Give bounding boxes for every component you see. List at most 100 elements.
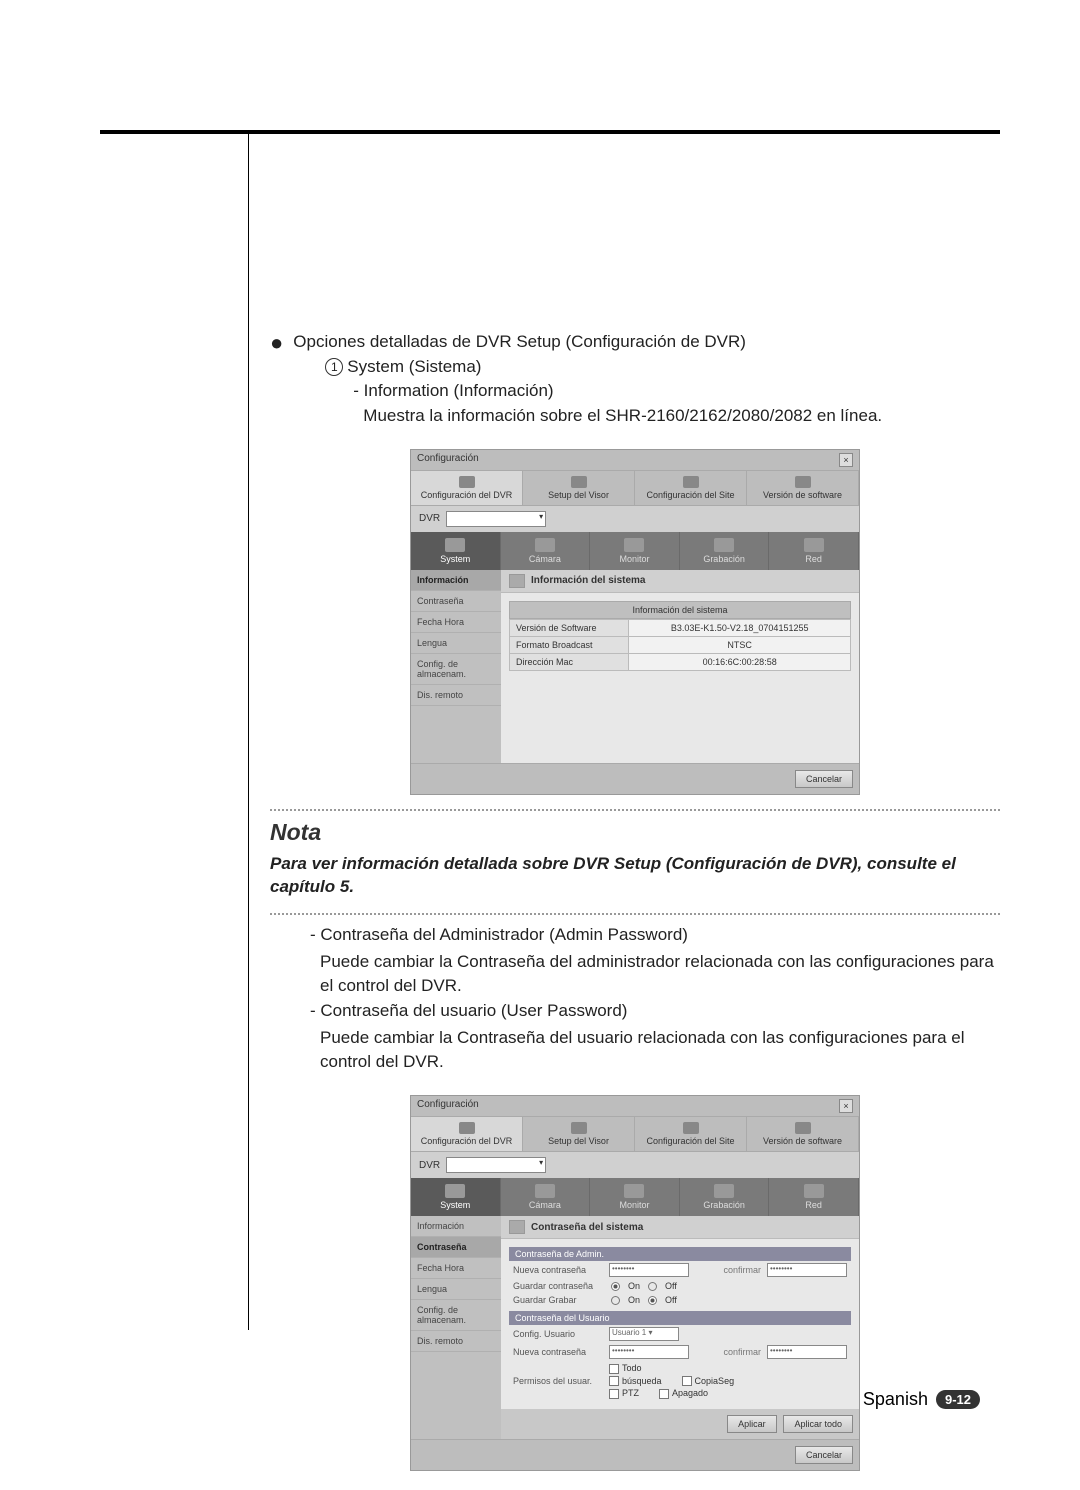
cat-network[interactable]: Red bbox=[769, 532, 859, 570]
apply-all-button[interactable]: Aplicar todo bbox=[783, 1415, 853, 1433]
tab-config-dvr[interactable]: Configuración del DVR bbox=[411, 1117, 523, 1151]
dvr-select-row: DVR bbox=[411, 506, 859, 532]
tab-config-dvr[interactable]: Configuración del DVR bbox=[411, 471, 523, 505]
ss2-tabs: Configuración del DVR Setup del Visor Co… bbox=[411, 1117, 859, 1152]
bullet-icon: ● bbox=[270, 332, 283, 429]
radio-off[interactable] bbox=[648, 1282, 657, 1291]
tab-version[interactable]: Versión de software bbox=[747, 471, 859, 505]
cat-system[interactable]: System bbox=[411, 532, 501, 570]
side-password[interactable]: Contraseña bbox=[411, 591, 501, 612]
tab-icon bbox=[683, 476, 699, 488]
nota-body: Para ver información detallada sobre DVR… bbox=[270, 852, 1000, 900]
checkbox[interactable] bbox=[659, 1389, 669, 1399]
side-remote[interactable]: Dis. remoto bbox=[411, 685, 501, 706]
side-info[interactable]: Información bbox=[411, 570, 501, 591]
admin-section-header: Contraseña de Admin. bbox=[509, 1247, 851, 1261]
screenshot-info: Configuración × Configuración del DVR Se… bbox=[410, 449, 860, 795]
radio-on[interactable] bbox=[611, 1282, 620, 1291]
bullet-main-text: Opciones detalladas de DVR Setup (Config… bbox=[293, 330, 882, 355]
cat-camera[interactable]: Cámara bbox=[501, 532, 591, 570]
side-menu: Información Contraseña Fecha Hora Lengua… bbox=[411, 1216, 501, 1439]
ss1-body: Información Contraseña Fecha Hora Lengua… bbox=[411, 570, 859, 763]
admin-new-pw-input[interactable]: •••••••• bbox=[609, 1263, 689, 1277]
admin-confirm-input[interactable]: •••••••• bbox=[767, 1263, 847, 1277]
dvr-select[interactable] bbox=[446, 1157, 546, 1173]
close-icon[interactable]: × bbox=[839, 453, 853, 467]
side-storage[interactable]: Config. de almacenam. bbox=[411, 1300, 501, 1331]
tab-config-site[interactable]: Configuración del Site bbox=[635, 1117, 747, 1151]
nota-heading: Nota bbox=[270, 819, 1000, 846]
category-bar: System Cámara Monitor Grabación Red bbox=[411, 532, 859, 570]
page-footer: Spanish 9-12 bbox=[863, 1389, 980, 1410]
tab-setup-visor[interactable]: Setup del Visor bbox=[523, 1117, 635, 1151]
side-datetime[interactable]: Fecha Hora bbox=[411, 612, 501, 633]
dvr-label: DVR bbox=[419, 513, 440, 524]
side-menu: Información Contraseña Fecha Hora Lengua… bbox=[411, 570, 501, 763]
cat-monitor[interactable]: Monitor bbox=[590, 1178, 680, 1216]
side-datetime[interactable]: Fecha Hora bbox=[411, 1258, 501, 1279]
cat-network[interactable]: Red bbox=[769, 1178, 859, 1216]
cancel-button[interactable]: Cancelar bbox=[795, 1446, 853, 1464]
tab-icon bbox=[571, 476, 587, 488]
table-row: Dirección Mac00:16:6C:00:28:58 bbox=[510, 653, 851, 670]
info-subheader: Información del sistema bbox=[509, 601, 851, 619]
cat-monitor[interactable]: Monitor bbox=[590, 532, 680, 570]
tab-icon bbox=[795, 1122, 811, 1134]
checkbox[interactable] bbox=[682, 1376, 692, 1386]
cat-system[interactable]: System bbox=[411, 1178, 501, 1216]
dvr-select-row: DVR bbox=[411, 1152, 859, 1178]
password-paragraphs: - Contraseña del Administrador (Admin Pa… bbox=[310, 923, 1000, 1075]
side-remote[interactable]: Dis. remoto bbox=[411, 1331, 501, 1352]
radio-on[interactable] bbox=[611, 1296, 620, 1305]
admin-pw-title: - Contraseña del Administrador (Admin Pa… bbox=[310, 923, 1000, 948]
side-storage[interactable]: Config. de almacenam. bbox=[411, 654, 501, 685]
panel-info-body: Información del sistema Versión de Softw… bbox=[501, 593, 859, 763]
admin-new-pw-row: Nueva contraseña •••••••• confirmar ••••… bbox=[509, 1261, 851, 1279]
network-icon bbox=[804, 538, 824, 552]
apply-button[interactable]: Aplicar bbox=[727, 1415, 777, 1433]
user-section-header: Contraseña del Usuario bbox=[509, 1311, 851, 1325]
monitor-icon bbox=[624, 538, 644, 552]
ss1-main: Información del sistema Información del … bbox=[501, 570, 859, 763]
ss2-body: Información Contraseña Fecha Hora Lengua… bbox=[411, 1216, 859, 1439]
dvr-label: DVR bbox=[419, 1160, 440, 1171]
side-language[interactable]: Lengua bbox=[411, 633, 501, 654]
side-password[interactable]: Contraseña bbox=[411, 1237, 501, 1258]
user-new-pw-input[interactable]: •••••••• bbox=[609, 1345, 689, 1359]
ss2-cancel-row: Cancelar bbox=[411, 1439, 859, 1470]
record-icon bbox=[714, 1184, 734, 1198]
tab-config-site[interactable]: Configuración del Site bbox=[635, 471, 747, 505]
table-row: Versión de SoftwareB3.03E-K1.50-V2.18_07… bbox=[510, 619, 851, 636]
side-info[interactable]: Información bbox=[411, 1216, 501, 1237]
tab-version[interactable]: Versión de software bbox=[747, 1117, 859, 1151]
panel-icon bbox=[509, 1220, 525, 1234]
cat-camera[interactable]: Cámara bbox=[501, 1178, 591, 1216]
checkbox[interactable] bbox=[609, 1376, 619, 1386]
tab-icon bbox=[459, 1122, 475, 1134]
item-1: 1System (Sistema) bbox=[325, 355, 882, 380]
perm-row: Permisos del usuar. Todo búsqueda CopiaS… bbox=[509, 1361, 851, 1401]
cancel-button[interactable]: Cancelar bbox=[795, 770, 853, 788]
radio-off[interactable] bbox=[648, 1296, 657, 1305]
footer-language: Spanish bbox=[863, 1389, 928, 1410]
close-icon[interactable]: × bbox=[839, 1099, 853, 1113]
cat-record[interactable]: Grabación bbox=[680, 1178, 770, 1216]
checkbox[interactable] bbox=[609, 1389, 619, 1399]
checkbox[interactable] bbox=[609, 1364, 619, 1374]
admin-pw-body: Puede cambiar la Contraseña del administ… bbox=[310, 950, 1000, 999]
system-icon bbox=[445, 538, 465, 552]
user-pw-title: - Contraseña del usuario (User Password) bbox=[310, 999, 1000, 1024]
ss2-main: Contraseña del sistema Contraseña de Adm… bbox=[501, 1216, 859, 1439]
user-select[interactable]: Usuario 1 ▾ bbox=[609, 1327, 679, 1341]
dvr-select[interactable] bbox=[446, 511, 546, 527]
category-bar: System Cámara Monitor Grabación Red bbox=[411, 1178, 859, 1216]
save-pw-row: Guardar contraseña On Off bbox=[509, 1279, 851, 1293]
side-language[interactable]: Lengua bbox=[411, 1279, 501, 1300]
user-confirm-input[interactable]: •••••••• bbox=[767, 1345, 847, 1359]
save-rec-row: Guardar Grabar On Off bbox=[509, 1293, 851, 1307]
cat-record[interactable]: Grabación bbox=[680, 532, 770, 570]
network-icon bbox=[804, 1184, 824, 1198]
tab-icon bbox=[571, 1122, 587, 1134]
table-row: Formato BroadcastNTSC bbox=[510, 636, 851, 653]
tab-setup-visor[interactable]: Setup del Visor bbox=[523, 471, 635, 505]
